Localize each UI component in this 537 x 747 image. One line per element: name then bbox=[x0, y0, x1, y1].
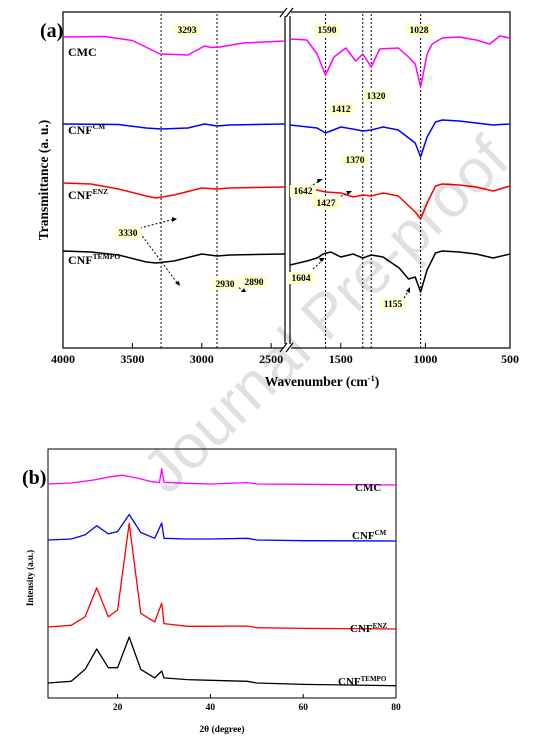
peak-label-1320: 1320 bbox=[363, 90, 389, 102]
series-line-cnftempo-seg2 bbox=[289, 250, 511, 293]
svg-text:1370: 1370 bbox=[346, 156, 365, 166]
panel-b-label: (b) bbox=[22, 467, 46, 489]
tick-label-60: 60 bbox=[298, 703, 308, 713]
series-label-cnf-enz: CNFENZ bbox=[68, 187, 108, 202]
tick-label-3500: 3500 bbox=[120, 352, 144, 366]
series-line-cnftempo-seg1 bbox=[62, 250, 286, 264]
series-line-cnfcm bbox=[47, 513, 397, 542]
panel-a-label: (a) bbox=[40, 20, 63, 42]
svg-text:2930: 2930 bbox=[216, 280, 235, 290]
peak-label-1427: 1427 bbox=[313, 197, 339, 209]
panel-a-plot-frame-right bbox=[289, 11, 511, 349]
tick-label-1000: 1000 bbox=[413, 352, 437, 366]
svg-text:1427: 1427 bbox=[317, 199, 336, 209]
peak-label-1028: 1028 bbox=[406, 24, 432, 36]
svg-text:1604: 1604 bbox=[292, 274, 311, 284]
panel-a-x-axis-label: Wavenumber (cm-1) bbox=[265, 373, 379, 389]
tick-label-4000: 4000 bbox=[51, 352, 75, 366]
svg-text:1412: 1412 bbox=[332, 105, 351, 115]
series-line-cmc bbox=[47, 468, 397, 486]
svg-text:1320: 1320 bbox=[367, 92, 386, 102]
tick-label-500: 500 bbox=[501, 352, 519, 366]
peak-label-1412: 1412 bbox=[328, 103, 354, 115]
peak-label-1642: 1642 bbox=[290, 185, 316, 197]
tick-label-80: 80 bbox=[391, 703, 401, 713]
peak-label-2930: 2930 bbox=[212, 278, 238, 290]
series-line-cmc-seg1 bbox=[62, 35, 286, 56]
series-label-cnf-enz: CNFENZ bbox=[350, 622, 387, 635]
peak-label-1370: 1370 bbox=[342, 154, 368, 166]
series-line-cmc-seg2 bbox=[289, 35, 511, 88]
axis-break-marks bbox=[279, 7, 294, 353]
svg-text:2890: 2890 bbox=[245, 278, 264, 288]
panel-b-plot-frame bbox=[47, 448, 397, 699]
peak-label-2890: 2890 bbox=[241, 276, 267, 288]
tick-label-2500: 2500 bbox=[259, 352, 283, 366]
x-axis-ticks: 4000 3500 3000 2500 1500 1000 500 bbox=[51, 343, 519, 366]
series-line-cnfenz bbox=[47, 522, 397, 630]
series-label-cnf-cm: CNFCM bbox=[352, 529, 387, 542]
svg-text:1028: 1028 bbox=[410, 26, 429, 36]
tick-label-1500: 1500 bbox=[329, 352, 353, 366]
svg-text:1642: 1642 bbox=[294, 187, 313, 197]
series-line-cnfcm-seg2 bbox=[289, 119, 511, 158]
xrd-series bbox=[47, 468, 397, 687]
panel-b-xrd-chart: 20 40 60 80 (b) CMC CNFCM CNFENZ CNFTEMPO I… bbox=[22, 448, 401, 735]
panel-b-x-axis-label: 2θ (degree) bbox=[199, 724, 244, 735]
series-line-cnftempo bbox=[47, 636, 397, 687]
series-label-cnf-cm: CNFCM bbox=[68, 122, 105, 137]
series-label-cmc: CMC bbox=[68, 45, 97, 59]
tick-label-3000: 3000 bbox=[190, 352, 214, 366]
peak-label-3330: 3330 bbox=[115, 227, 141, 239]
panel-a-ftir-chart: 4000 3500 3000 2500 1500 1000 500 (a) 3293 bbox=[36, 7, 519, 389]
series-label-cnf-tempo: CNFTEMPO bbox=[338, 675, 387, 688]
series-line-cnfenz-seg2 bbox=[289, 183, 511, 220]
panel-a-y-axis-label: Transmittance (a. u.) bbox=[36, 120, 51, 241]
peak-label-1590: 1590 bbox=[314, 24, 340, 36]
svg-text:3330: 3330 bbox=[119, 229, 138, 239]
series-label-cnf-tempo: CNFTEMPO bbox=[68, 252, 120, 267]
peak-label-3293: 3293 bbox=[174, 24, 200, 36]
tick-label-20: 20 bbox=[113, 703, 123, 713]
peak-label-1604: 1604 bbox=[288, 272, 314, 284]
svg-text:1155: 1155 bbox=[384, 300, 403, 310]
series-line-cnfenz-seg1 bbox=[62, 182, 286, 199]
peak-label-1155: 1155 bbox=[380, 298, 406, 310]
svg-text:3293: 3293 bbox=[178, 26, 197, 36]
tick-label-40: 40 bbox=[206, 703, 216, 713]
panel-a-plot-frame-left bbox=[62, 11, 286, 349]
svg-text:1590: 1590 bbox=[318, 26, 337, 36]
x-axis-ticks: 20 40 60 80 bbox=[113, 694, 401, 713]
panel-b-y-axis-label: Intensity (a.u.) bbox=[25, 550, 35, 606]
series-label-cmc: CMC bbox=[355, 482, 381, 494]
arrow-heads bbox=[172, 179, 410, 293]
ftir-series bbox=[62, 35, 511, 293]
series-line-cnfcm-seg1 bbox=[62, 123, 286, 130]
